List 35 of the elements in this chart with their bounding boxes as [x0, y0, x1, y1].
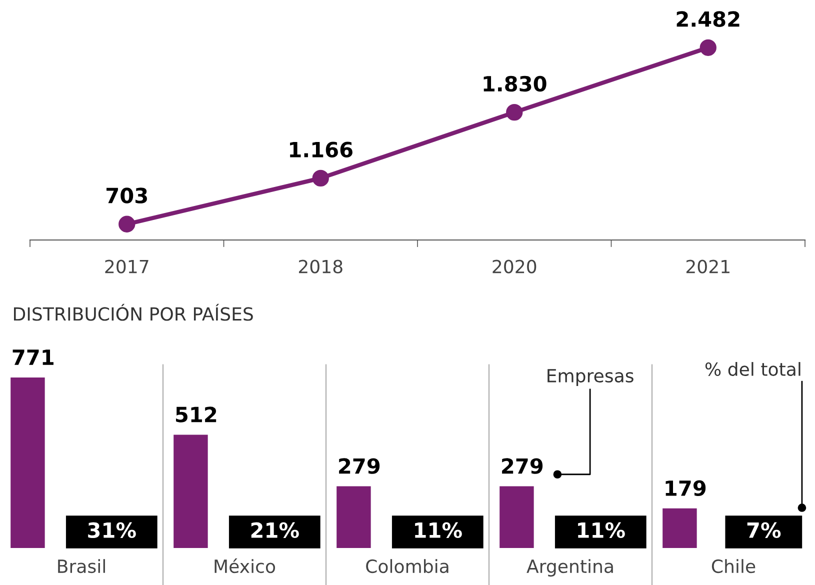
bar	[174, 434, 208, 548]
text: Empresas	[548, 369, 634, 386]
annotation: 31%	[88, 522, 136, 538]
bar	[500, 486, 534, 548]
x-tick-label: 2017	[105, 260, 148, 274]
x-tick-label: 2018	[298, 260, 342, 274]
x-tick-label: Argentina	[526, 559, 613, 577]
data-label: 279	[339, 458, 380, 474]
data-label: 512	[176, 406, 216, 422]
data-label: 771	[12, 350, 54, 365]
data-label: 1.830	[484, 76, 546, 92]
data-label: 703	[106, 188, 147, 204]
data-label: 2.482	[676, 11, 740, 27]
x-tick-label: 2021	[686, 260, 730, 274]
point	[118, 216, 136, 232]
bar	[336, 486, 371, 548]
x-tick-label: Colombia	[366, 559, 448, 574]
point	[312, 170, 329, 187]
x-tick-label: México	[214, 558, 276, 574]
x-tick-label: 2020	[492, 260, 536, 274]
bar	[10, 378, 45, 548]
annotation: 7%	[747, 522, 781, 538]
annotation: 11%	[415, 522, 462, 538]
data-label: 179	[666, 480, 706, 496]
annotation: 21%	[251, 522, 299, 538]
x-tick-label: Chile	[712, 559, 756, 574]
text: % del total	[705, 362, 800, 376]
data-label: 1.166	[290, 142, 352, 158]
point	[700, 39, 716, 56]
data-label: 279	[502, 458, 543, 474]
x-tick-label: Brasil	[58, 559, 105, 574]
annotation: 11%	[578, 522, 625, 538]
point	[506, 104, 523, 121]
bar	[662, 508, 697, 548]
chart-title: DISTRIBUCIÓN POR PAÍSES	[14, 304, 253, 321]
